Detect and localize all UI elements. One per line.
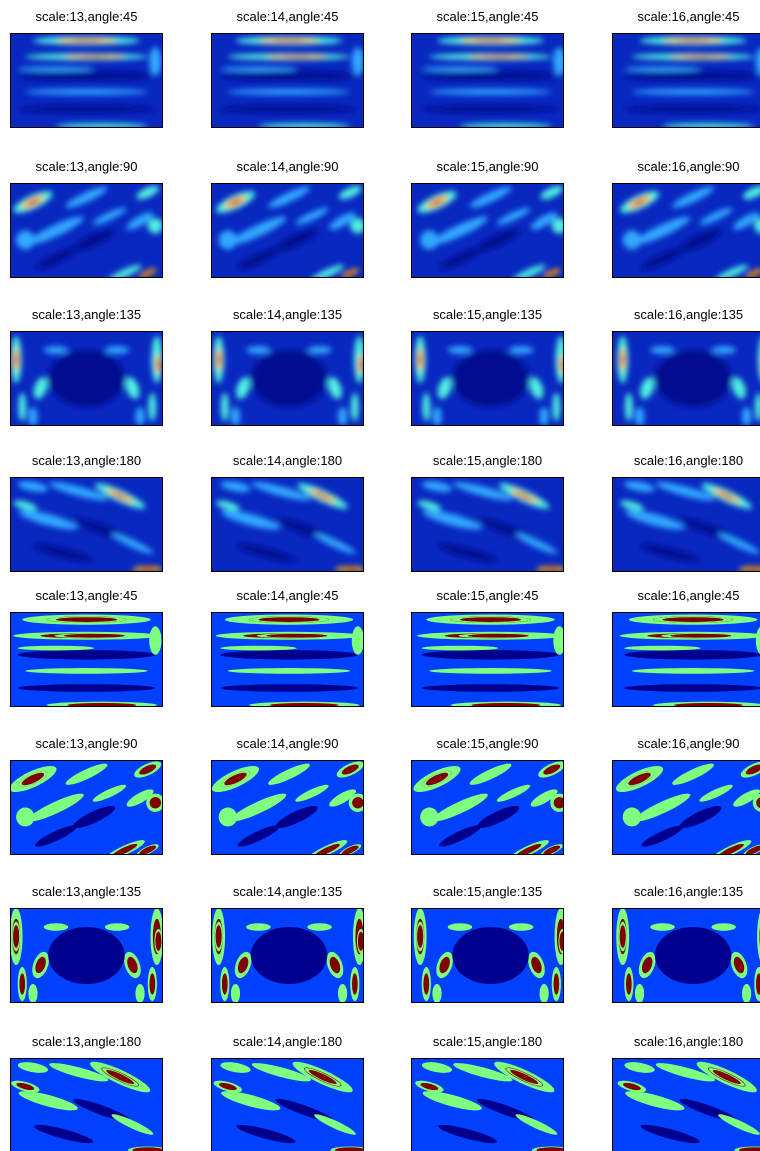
panel-title: scale:14,angle:90 [237,736,339,751]
panel-title: scale:15,angle:135 [433,884,542,899]
filter-response-image [612,33,760,129]
filter-response-image [411,183,570,284]
filter-response-image [211,183,368,284]
filter-response-image [612,477,760,572]
panel-title: scale:16,angle:180 [634,1034,743,1049]
panel-title: scale:14,angle:135 [233,307,342,322]
filter-response-image [209,758,371,864]
filter-response-image [411,33,566,129]
panel-title: scale:13,angle:90 [36,736,138,751]
filter-response-image [410,758,572,864]
panel-title: scale:14,angle:45 [237,588,339,603]
filter-response-image [10,33,163,129]
panel-title: scale:14,angle:135 [233,884,342,899]
filter-response-image [612,908,760,1003]
panel-title: scale:13,angle:45 [36,9,138,24]
filter-response-image [10,908,164,1003]
filter-response-image [211,33,364,129]
panel-title: scale:16,angle:90 [638,159,740,174]
filter-response-image [211,908,366,1003]
panel-title: scale:15,angle:180 [433,453,542,468]
panel-title: scale:16,angle:45 [638,588,740,603]
panel-title: scale:15,angle:180 [433,1034,542,1049]
filter-response-image [411,331,566,426]
panel-title: scale:14,angle:45 [237,9,339,24]
panel-title: scale:13,angle:180 [32,453,141,468]
figure-grid: scale:13,angle:45 scale:14,angle:45 scale:… [0,0,760,1151]
panel-title: scale:16,angle:135 [634,884,743,899]
panel-title: scale:15,angle:135 [433,307,542,322]
filter-response-image [10,183,166,284]
filter-response-image [411,1057,572,1151]
filter-response-image [612,331,760,426]
filter-response-image [411,908,567,1003]
filter-response-image [411,612,566,709]
filter-response-image [211,1057,370,1151]
filter-response-image [6,758,168,864]
filter-response-image [10,1057,168,1151]
filter-response-image [10,331,163,426]
filter-response-image [10,612,163,709]
panel-title: scale:16,angle:45 [638,9,740,24]
panel-title: scale:15,angle:90 [437,159,539,174]
panel-title: scale:13,angle:45 [36,588,138,603]
panel-title: scale:15,angle:90 [437,736,539,751]
panel-title: scale:16,angle:90 [638,736,740,751]
panel-title: scale:14,angle:180 [233,453,342,468]
filter-response-image [211,477,366,572]
filter-response-image [612,758,760,864]
panel-title: scale:14,angle:180 [233,1034,342,1049]
panel-title: scale:13,angle:90 [36,159,138,174]
filter-response-image [612,612,760,709]
panel-title: scale:16,angle:180 [634,453,743,468]
page: {"rows": [ ["scale:13,angle:45", "scale:… [0,0,760,1151]
panel-title: scale:13,angle:135 [32,884,141,899]
filter-response-image [612,1057,760,1151]
panel-title: scale:13,angle:135 [32,307,141,322]
filter-response-image [10,477,163,572]
panel-title: scale:16,angle:135 [634,307,743,322]
panel-title: scale:14,angle:90 [237,159,339,174]
filter-response-image [211,331,365,426]
filter-response-image [211,612,364,709]
filter-response-image [612,183,760,284]
panel-title: scale:13,angle:180 [32,1034,141,1049]
panel-title: scale:15,angle:45 [437,9,539,24]
panel-title: scale:15,angle:45 [437,588,539,603]
filter-response-image [411,477,567,572]
